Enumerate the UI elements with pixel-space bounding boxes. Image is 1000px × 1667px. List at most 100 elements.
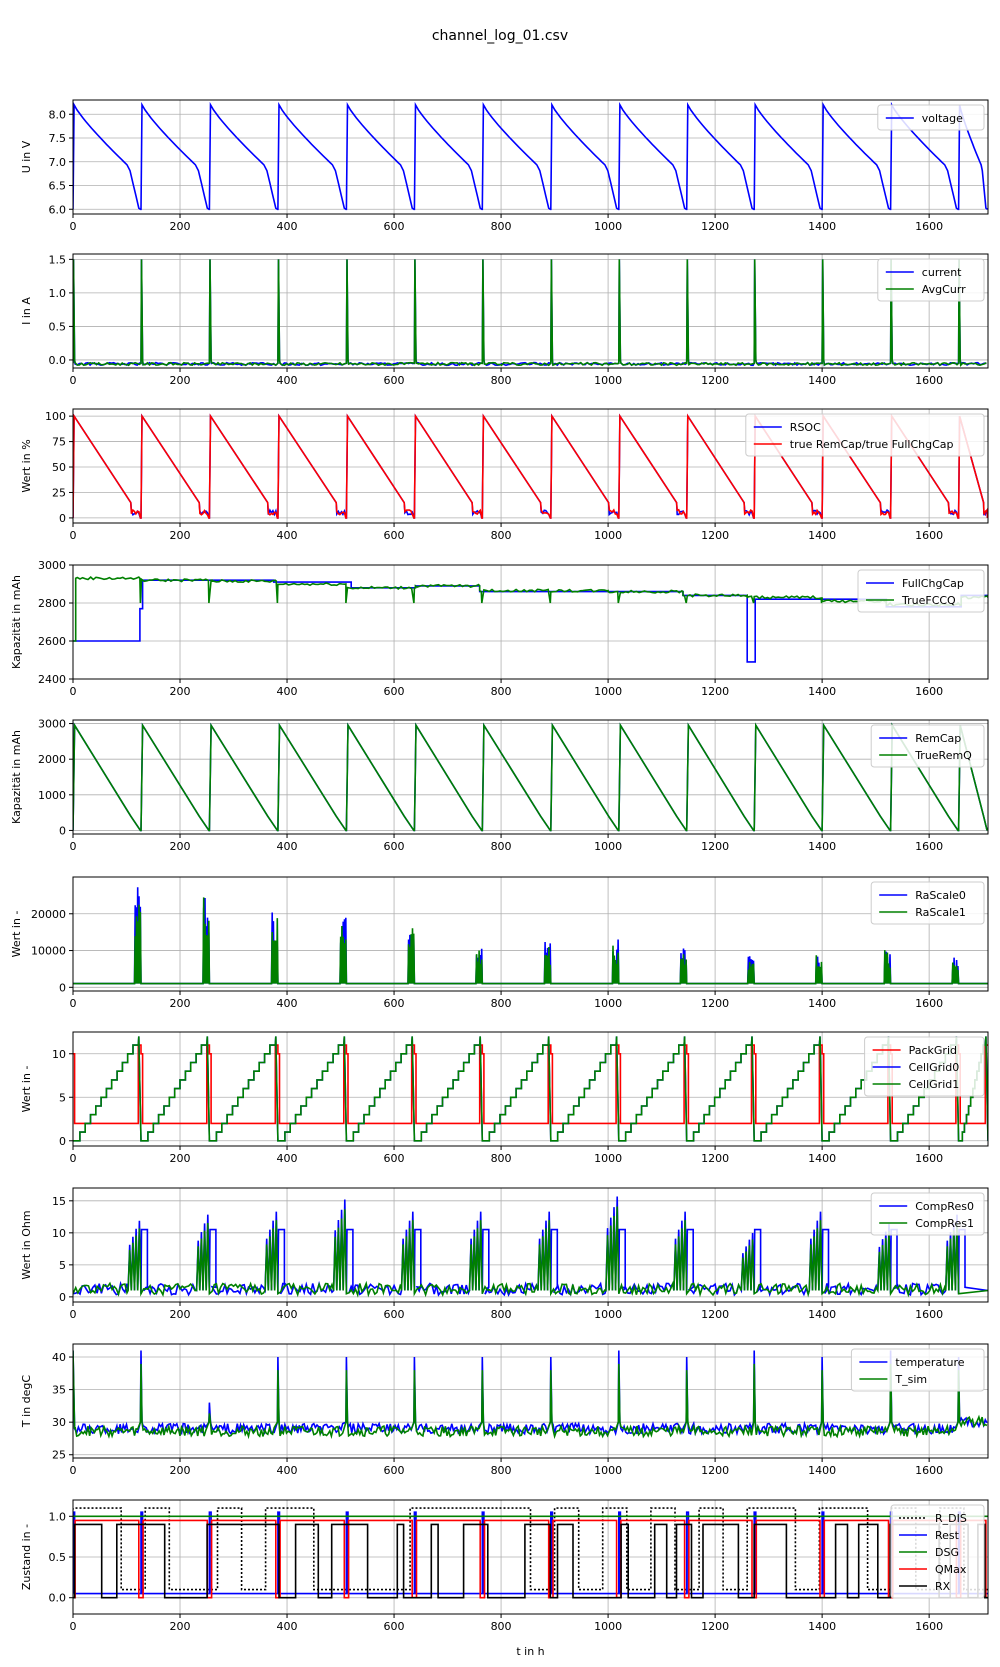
y-tick-label: 7.0 <box>49 156 67 169</box>
figure-title: channel_log_01.csv <box>431 28 569 44</box>
plot-frame <box>72 876 989 992</box>
legend-box <box>870 724 985 768</box>
legend-label: AvgCurr <box>922 283 966 296</box>
y-tick-label: 0.0 <box>49 354 67 367</box>
x-tick-label: 0 <box>70 685 77 698</box>
x-tick-label: 200 <box>170 529 191 542</box>
x-tick-label: 200 <box>170 997 191 1010</box>
y-tick-label: 0.5 <box>49 320 67 333</box>
legend-label: T_sim <box>894 1373 927 1386</box>
x-tick-label: 800 <box>491 220 512 233</box>
series-trueremq <box>73 722 988 832</box>
x-tick-label: 400 <box>277 1152 298 1165</box>
legend-label: RaScale1 <box>915 906 966 919</box>
x-tick-label: 1200 <box>701 1152 729 1165</box>
y-tick-label: 25 <box>52 486 66 499</box>
legend-label: TrueRemQ <box>914 749 972 762</box>
x-tick-label: 1400 <box>808 374 836 387</box>
legend-box <box>877 258 985 302</box>
legend-label: CompRes0 <box>915 1200 974 1213</box>
panel-state: 0 200 400 600 800 1000 1200 1400 1600 0.0 0.5 1.0 Zu… <box>20 1499 989 1633</box>
x-tick-label: 400 <box>277 220 298 233</box>
x-tick-label: 600 <box>384 997 405 1010</box>
x-tick-label: 1400 <box>808 840 836 853</box>
legend-label: RSOC <box>790 421 821 434</box>
legend-label: DSG <box>935 1546 959 1559</box>
x-tick-label: 1600 <box>915 840 943 853</box>
x-tick-label: 1200 <box>701 1308 729 1321</box>
legend: RaScale0 RaScale1 <box>870 881 985 925</box>
x-tick-label: 1400 <box>808 1620 836 1633</box>
x-tick-label: 400 <box>277 685 298 698</box>
plot-frame <box>72 1031 989 1147</box>
y-tick-label: 75 <box>52 436 66 449</box>
y-axis-label: Wert in Ohm <box>20 1210 33 1279</box>
y-tick-label: 35 <box>52 1384 66 1397</box>
legend-label: RemCap <box>915 732 961 745</box>
x-tick-label: 1400 <box>808 997 836 1010</box>
y-tick-label: 0 <box>59 981 66 994</box>
legend-label: CellGrid0 <box>909 1061 960 1074</box>
x-tick-label: 1600 <box>915 685 943 698</box>
series-packgrid <box>73 1044 988 1125</box>
y-tick-label: 20000 <box>31 908 66 921</box>
panel-compres: 0 200 400 600 800 1000 1200 1400 1600 0 5 10 15 Wert … <box>20 1187 989 1321</box>
y-tick-label: 100 <box>45 410 66 423</box>
x-tick-label: 1200 <box>701 529 729 542</box>
legend-label: R_DIS <box>935 1512 967 1525</box>
y-tick-label: 15 <box>52 1195 66 1208</box>
legend-box <box>870 1192 985 1236</box>
x-tick-label: 1000 <box>594 220 622 233</box>
x-tick-label: 1600 <box>915 374 943 387</box>
x-tick-label: 400 <box>277 1308 298 1321</box>
y-tick-label: 2800 <box>38 597 66 610</box>
y-axis-label: Kapazität in mAh <box>10 575 23 669</box>
y-axis-label: Wert in - <box>10 911 23 958</box>
x-tick-label: 1200 <box>701 1464 729 1477</box>
panel-grid: 0 200 400 600 800 1000 1200 1400 1600 0 5 10 Wert in… <box>20 1031 989 1165</box>
x-tick-label: 1400 <box>808 1464 836 1477</box>
x-tick-label: 600 <box>384 529 405 542</box>
x-tick-label: 600 <box>384 840 405 853</box>
x-tick-label: 1400 <box>808 1152 836 1165</box>
y-tick-label: 6.0 <box>49 203 67 216</box>
x-tick-label: 1600 <box>915 1464 943 1477</box>
legend-box <box>870 881 985 925</box>
panel-voltage: 0 200 400 600 800 1000 1200 1400 1600 6.0 6.5 7.0 7.… <box>20 99 989 233</box>
y-tick-label: 0 <box>59 1135 66 1148</box>
x-tick-label: 0 <box>70 1464 77 1477</box>
plot-frame <box>72 564 989 680</box>
legend-label: current <box>922 266 962 279</box>
series-rascale0 <box>73 887 988 985</box>
legend: RSOC true RemCap/true FullChgCap <box>745 413 985 457</box>
y-axis-label: T in degC <box>20 1375 33 1428</box>
x-tick-label: 400 <box>277 1620 298 1633</box>
legend-label: true RemCap/true FullChgCap <box>790 438 954 451</box>
y-tick-label: 6.5 <box>49 180 67 193</box>
legend-label: TrueFCCQ <box>901 594 956 607</box>
legend-box <box>745 413 985 457</box>
legend-box <box>850 1348 985 1392</box>
y-tick-label: 1.0 <box>49 1510 67 1523</box>
y-tick-label: 10000 <box>31 945 66 958</box>
x-tick-label: 800 <box>491 1308 512 1321</box>
y-tick-label: 1.5 <box>49 253 67 266</box>
x-tick-label: 600 <box>384 1620 405 1633</box>
x-axis-label: t in h <box>516 1645 544 1658</box>
x-tick-label: 200 <box>170 1308 191 1321</box>
x-tick-label: 0 <box>70 374 77 387</box>
y-tick-label: 2000 <box>38 753 66 766</box>
y-axis-label: Wert in - <box>20 1066 33 1113</box>
y-tick-label: 5 <box>59 1091 66 1104</box>
x-tick-label: 0 <box>70 1308 77 1321</box>
x-tick-label: 1400 <box>808 220 836 233</box>
x-tick-label: 600 <box>384 220 405 233</box>
y-tick-label: 7.5 <box>49 132 67 145</box>
y-tick-label: 1.0 <box>49 287 67 300</box>
x-tick-label: 1200 <box>701 685 729 698</box>
y-tick-label: 1000 <box>38 789 66 802</box>
legend: CompRes0 CompRes1 <box>870 1192 985 1236</box>
x-tick-label: 1400 <box>808 529 836 542</box>
y-tick-label: 0.0 <box>49 1592 67 1605</box>
series-rascale1 <box>73 897 988 985</box>
